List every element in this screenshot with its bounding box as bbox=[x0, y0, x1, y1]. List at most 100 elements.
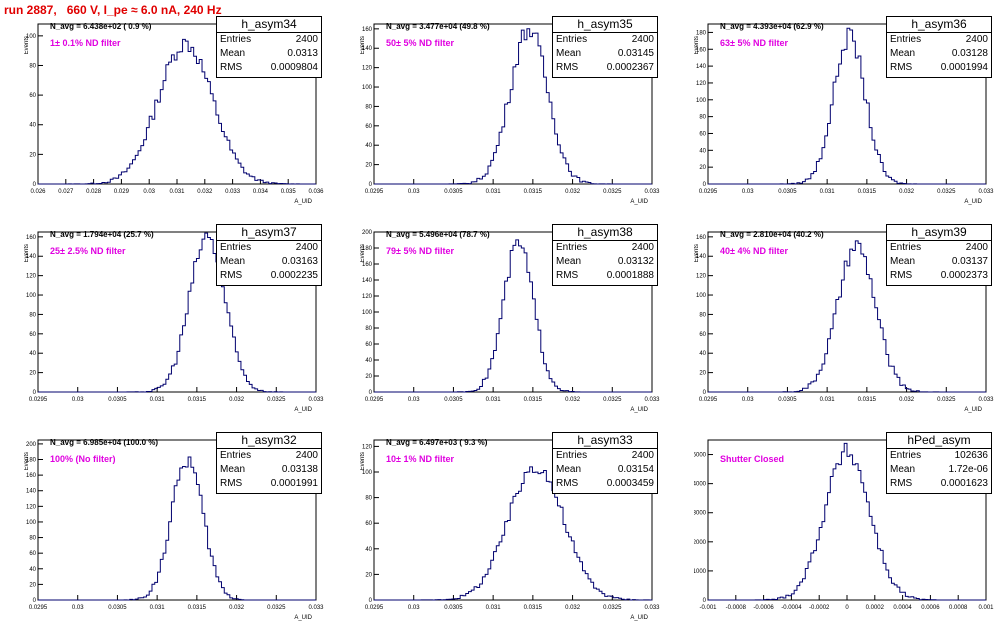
histogram-line bbox=[373, 466, 653, 601]
navg-label: N_avg = 3.477e+04 (49.8 %) bbox=[386, 22, 490, 31]
x-tick-label: 0.0315 bbox=[188, 397, 207, 403]
x-tick-label: 0.029 bbox=[114, 189, 130, 195]
x-tick-label: 0.034 bbox=[253, 189, 269, 195]
y-tick-label: 60 bbox=[699, 332, 706, 338]
x-tick-label: 0.031 bbox=[486, 189, 502, 195]
y-tick-label: 120 bbox=[362, 444, 373, 450]
histogram-h_asym33: 0.0295 0.03 0.0305 0.031 0.0315 0.032 0.0325 0.… bbox=[360, 439, 660, 621]
stat-entries-label: Entries bbox=[890, 450, 922, 461]
panel-h_asym39: 0.0295 0.03 0.0305 0.031 0.0315 0.032 0.0325 0.… bbox=[694, 224, 994, 420]
x-axis-label: A_UID bbox=[964, 407, 982, 413]
stat-mean-value: 0.0313 bbox=[287, 48, 318, 59]
histogram-h_asym39: 0.0295 0.03 0.0305 0.031 0.0315 0.032 0.0325 0.… bbox=[694, 231, 994, 413]
y-tick-label: 40 bbox=[29, 123, 36, 129]
y-tick-label: 40 bbox=[699, 351, 706, 357]
stat-entries-label: Entries bbox=[556, 34, 588, 45]
y-tick-label: 80 bbox=[29, 312, 36, 318]
stat-entries-value: 2400 bbox=[295, 242, 318, 253]
y-tick-label: 140 bbox=[696, 64, 707, 70]
x-tick-label: 0.0295 bbox=[29, 397, 48, 403]
y-tick-label: 0 bbox=[703, 182, 707, 188]
stat-rms-label: RMS bbox=[890, 478, 913, 489]
x-tick-label: 0.0295 bbox=[365, 397, 384, 403]
y-tick-label: 40 bbox=[29, 351, 36, 357]
stat-rms-value: 0.0003459 bbox=[606, 478, 654, 489]
y-tick-label: 60 bbox=[365, 521, 372, 527]
filter-label: Shutter Closed bbox=[720, 454, 785, 464]
stat-box-title: h_asym32 bbox=[217, 433, 321, 449]
y-tick-label: 160 bbox=[362, 262, 373, 268]
filter-label: 50± 5% ND filter bbox=[386, 38, 454, 48]
histogram-line bbox=[374, 239, 652, 393]
y-tick-label: 100 bbox=[26, 34, 37, 40]
y-tick-label: 180 bbox=[696, 30, 707, 36]
y-tick-label: 120 bbox=[696, 81, 707, 87]
panel-h_asym36: 0.0295 0.03 0.0305 0.031 0.0315 0.032 0.0325 0.… bbox=[694, 16, 994, 212]
y-tick-label: 0 bbox=[369, 598, 373, 604]
stat-mean-label: Mean bbox=[556, 464, 582, 475]
y-tick-label: 200 bbox=[26, 442, 37, 448]
y-axis-label: Events bbox=[360, 452, 366, 470]
stat-mean-value: 0.03137 bbox=[951, 256, 988, 267]
stat-entries-label: Entries bbox=[220, 242, 252, 253]
panel-h_asym34: 0.026 0.027 0.028 0.029 0.03 0.031 0.032 0.033 0… bbox=[24, 16, 324, 212]
plot-frame bbox=[373, 23, 653, 185]
stat-box: h_asym37 Entries 2400 Mean 0.03163 RMS 0.00022… bbox=[216, 224, 322, 286]
x-tick-label: 0.0295 bbox=[365, 605, 384, 611]
stat-mean-label: Mean bbox=[890, 256, 916, 267]
x-tick-label: 0.033 bbox=[308, 605, 324, 611]
stat-rms-value: 0.0001888 bbox=[606, 270, 654, 281]
x-tick-label: 0.033 bbox=[644, 397, 660, 403]
y-tick-label: 180 bbox=[26, 458, 37, 464]
stat-box-title: h_asym36 bbox=[887, 17, 991, 33]
histogram-line bbox=[38, 232, 317, 393]
x-tick-label: 0.031 bbox=[820, 397, 836, 403]
y-tick-label: 20 bbox=[365, 374, 372, 380]
x-tick-label: 0.0325 bbox=[603, 397, 622, 403]
stat-entries-value: 102636 bbox=[954, 450, 988, 461]
stat-rms-label: RMS bbox=[220, 62, 243, 73]
stat-mean-value: 0.03154 bbox=[617, 464, 654, 475]
x-tick-label: -0.001 bbox=[699, 605, 717, 611]
y-tick-label: 60 bbox=[29, 332, 36, 338]
stat-mean-value: 0.03132 bbox=[617, 256, 654, 267]
y-tick-label: 20 bbox=[29, 371, 36, 377]
histogram-hPed_asym: -0.001 -0.0008 -0.0006 -0.0004 -0.0002 0 0.000… bbox=[694, 439, 994, 611]
x-tick-label: 0.031 bbox=[150, 397, 166, 403]
y-tick-label: 120 bbox=[696, 274, 707, 280]
y-tick-label: 60 bbox=[699, 131, 706, 137]
stat-rms-value: 0.0002373 bbox=[940, 270, 988, 281]
x-tick-label: 0.03 bbox=[408, 605, 420, 611]
x-tick-label: 0.03 bbox=[72, 397, 84, 403]
panel-h_asym32: 0.0295 0.03 0.0305 0.031 0.0315 0.032 0.0325 0.… bbox=[24, 432, 324, 628]
x-tick-label: 0.033 bbox=[644, 605, 660, 611]
y-tick-label: 160 bbox=[696, 235, 707, 241]
x-axis-label: A_UID bbox=[630, 199, 648, 205]
x-tick-label: 0.03 bbox=[408, 397, 420, 403]
y-tick-label: 80 bbox=[365, 104, 372, 110]
stat-entries-label: Entries bbox=[220, 450, 252, 461]
x-tick-label: 0.0305 bbox=[778, 397, 797, 403]
y-tick-label: 40 bbox=[365, 547, 372, 553]
stat-entries-value: 2400 bbox=[631, 34, 654, 45]
y-tick-label: 0 bbox=[369, 390, 373, 396]
stat-mean-label: Mean bbox=[220, 48, 246, 59]
stat-rms-value: 0.0009804 bbox=[270, 62, 318, 73]
x-tick-label: 0.0305 bbox=[108, 397, 127, 403]
y-tick-label: 100 bbox=[362, 85, 373, 91]
x-tick-label: 0.0315 bbox=[524, 605, 543, 611]
x-tick-label: 0.03 bbox=[742, 397, 754, 403]
navg-label: N_avg = 6.985e+04 (100.0 %) bbox=[50, 438, 159, 447]
navg-label: N_avg = 2.810e+04 (40.2 %) bbox=[720, 230, 824, 239]
x-tick-label: 0.031 bbox=[486, 605, 502, 611]
stat-box: hPed_asym Entries 102636 Mean 1.72e-06 RMS 0.0… bbox=[886, 432, 992, 494]
x-tick-label: 0.032 bbox=[229, 397, 245, 403]
stat-box-title: h_asym38 bbox=[553, 225, 657, 241]
x-tick-label: 0.033 bbox=[978, 189, 994, 195]
x-tick-label: 0.0325 bbox=[937, 397, 956, 403]
run-title: run 2887, 660 V, I_pe ≈ 6.0 nA, 240 Hz bbox=[4, 3, 222, 17]
y-tick-label: 100 bbox=[696, 98, 707, 104]
navg-label: N_avg = 1.794e+04 (25.7 %) bbox=[50, 230, 154, 239]
x-tick-label: 0.001 bbox=[978, 605, 994, 611]
histogram-line bbox=[374, 28, 652, 185]
